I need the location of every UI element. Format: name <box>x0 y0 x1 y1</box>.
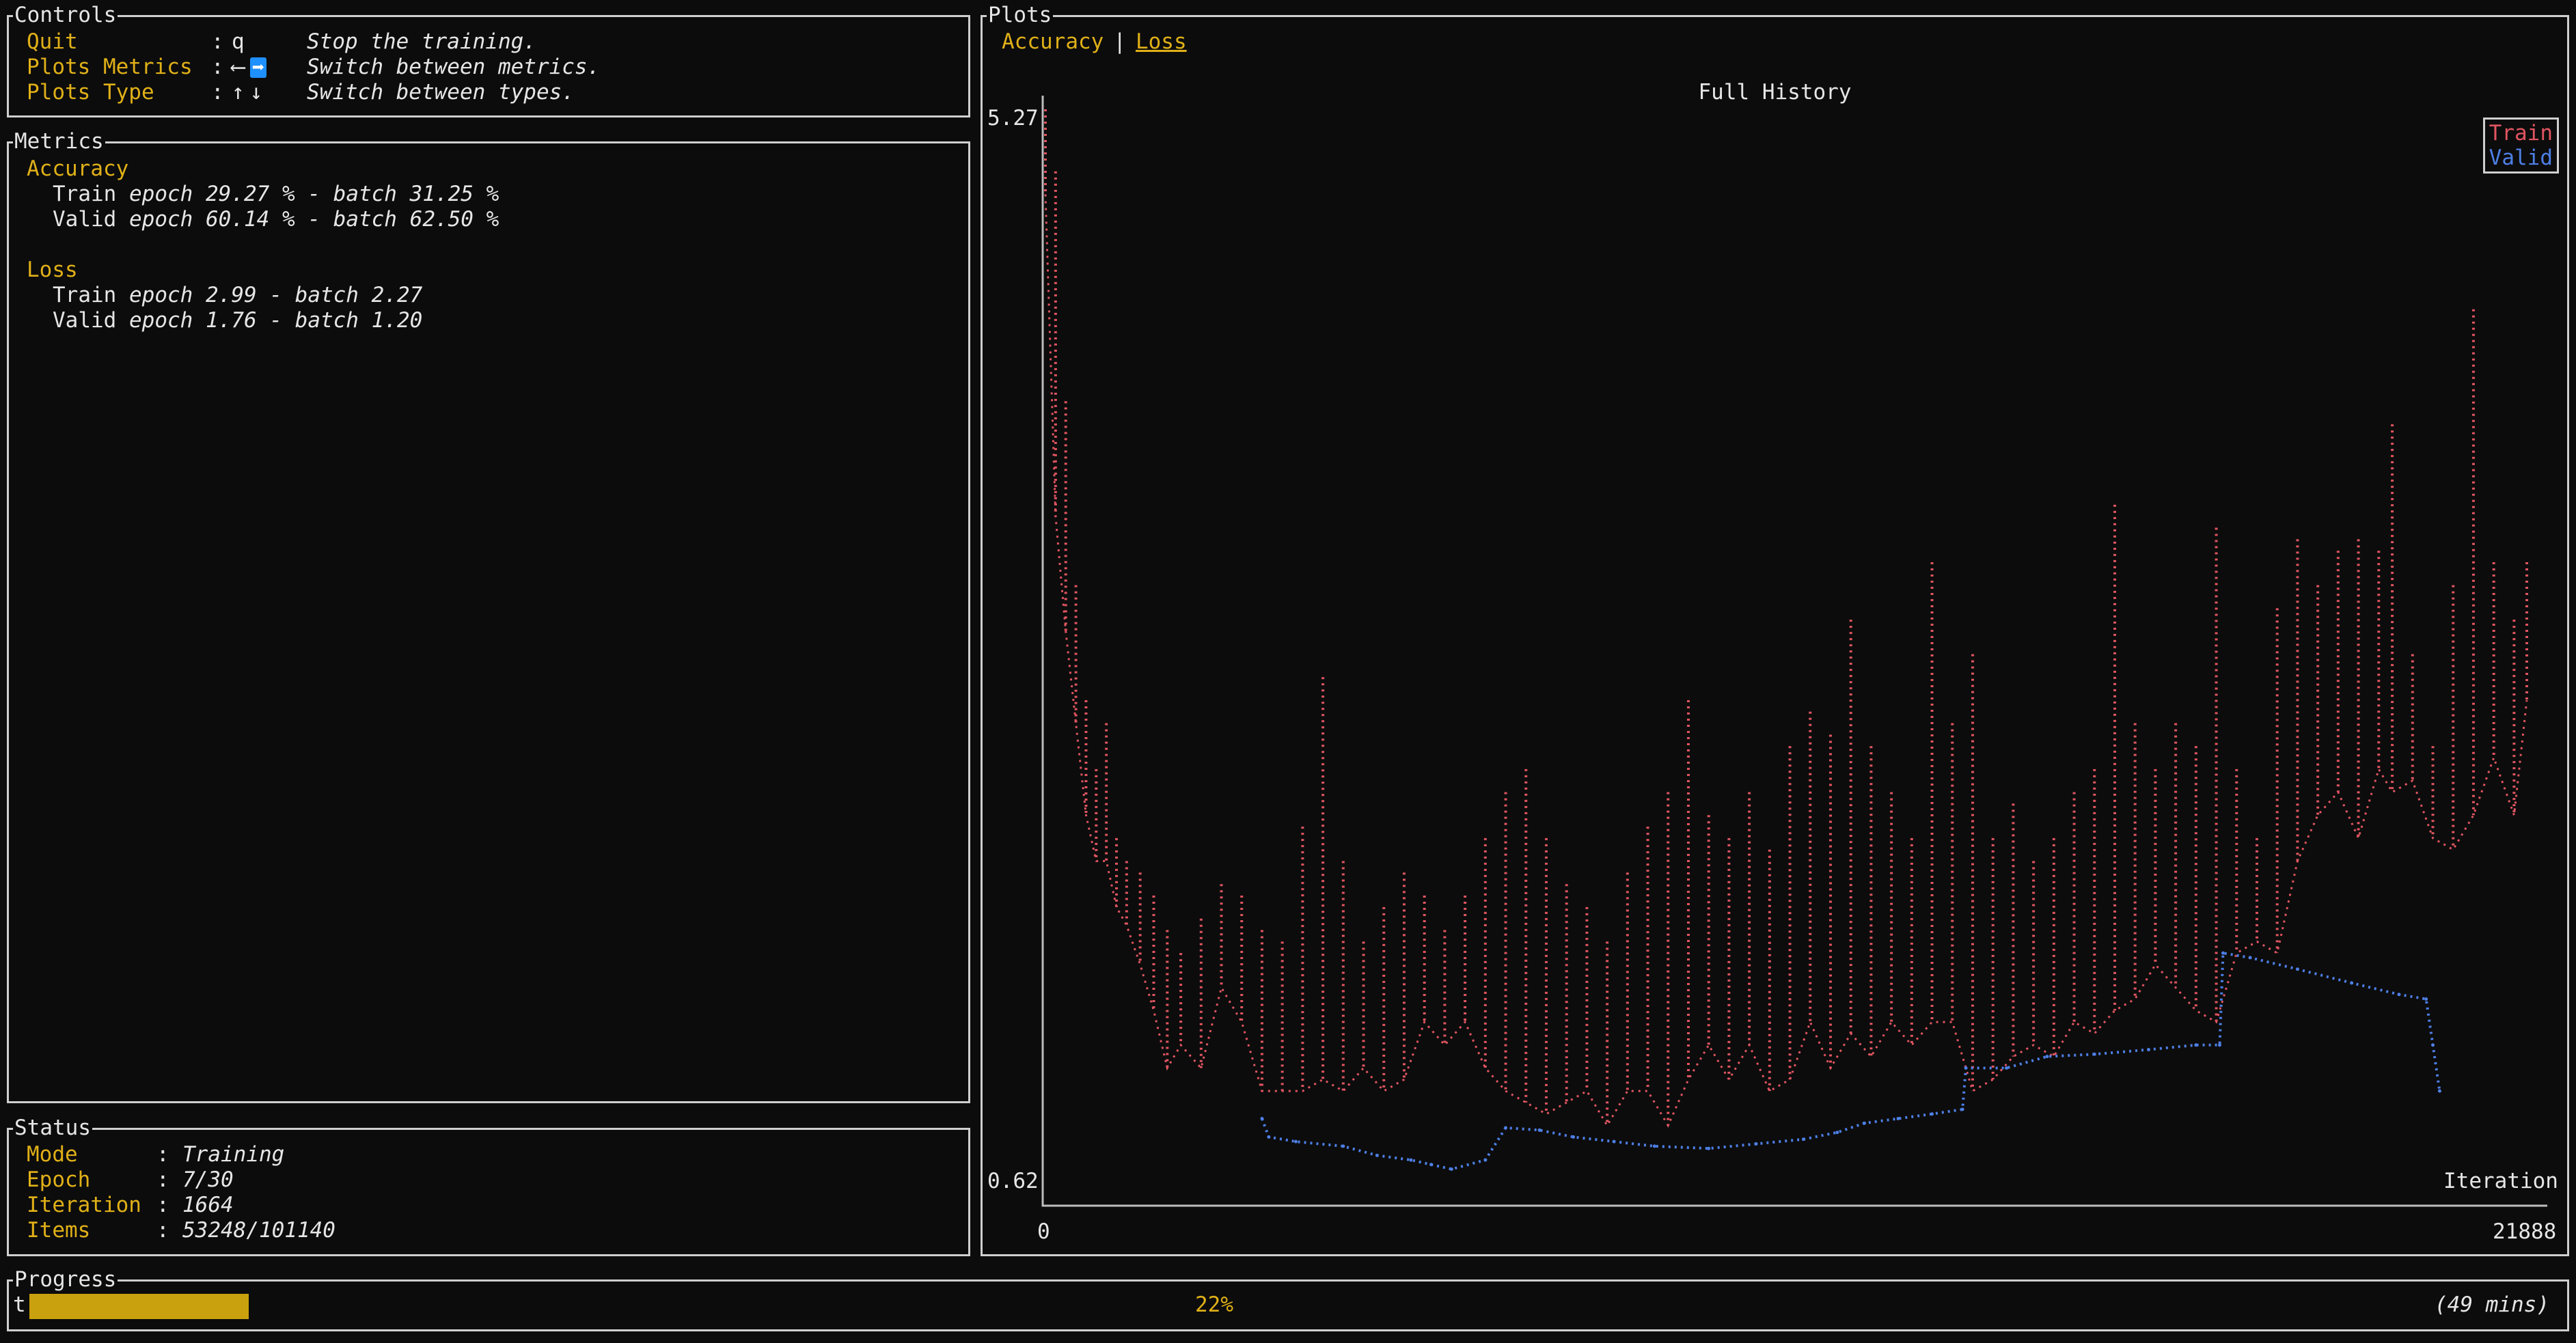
loss-valid-row: Valid epoch 1.76 - batch 1.20 <box>27 308 499 333</box>
status-row-epoch: Epoch:7/30 <box>27 1167 335 1193</box>
plots-panel: Plots Accuracy | Loss Full History 5.27 … <box>981 15 2569 1256</box>
valid-point-20 <box>1930 1112 1934 1116</box>
accuracy-valid-row: Valid epoch 60.14 % - batch 62.50 % <box>27 207 499 232</box>
loss-valid-epoch-value: 1.76 <box>206 308 257 333</box>
valid-point-8 <box>1483 1159 1487 1162</box>
valid-point-15 <box>1755 1142 1758 1146</box>
valid-point-34 <box>2424 997 2428 1001</box>
valid-point-31 <box>2296 967 2299 971</box>
valid-point-1 <box>1267 1135 1270 1139</box>
series-train <box>1045 109 2527 1126</box>
valid-point-6 <box>1429 1163 1433 1166</box>
accuracy-train-row: Train epoch 29.27 % - batch 31.25 % <box>27 182 499 207</box>
valid-point-5 <box>1409 1159 1412 1162</box>
valid-point-2 <box>1294 1140 1298 1144</box>
valid-point-10 <box>1538 1129 1542 1132</box>
control-row-quit: Quit : q Stop the training. <box>27 29 600 55</box>
status-panel: Status Mode: Training Epoch:7/30 Iteratio… <box>7 1128 970 1256</box>
status-row-mode: Mode: Training <box>27 1142 335 1167</box>
valid-point-14 <box>1707 1147 1710 1150</box>
loss-train-epoch-value: 2.99 <box>206 283 257 307</box>
valid-point-26 <box>2147 1048 2150 1051</box>
valid-point-24 <box>2045 1055 2049 1058</box>
valid-point-36 <box>2438 1090 2441 1093</box>
valid-point-11 <box>1572 1135 1575 1139</box>
controls-title: Controls <box>13 3 118 28</box>
status-iteration-value: 1664 <box>182 1193 234 1218</box>
arrow-down-key-icon[interactable]: ↓ <box>250 80 263 105</box>
valid-point-16 <box>1802 1137 1805 1141</box>
status-items-value: 53248/101140 <box>182 1218 335 1243</box>
control-label-quit: Quit <box>27 29 211 55</box>
loss-train-batch-value: 2.27 <box>372 283 423 307</box>
valid-point-18 <box>1863 1122 1866 1125</box>
valid-point-29 <box>2221 952 2225 955</box>
valid-point-25 <box>2093 1053 2096 1056</box>
valid-point-23 <box>2005 1066 2008 1070</box>
status-epoch-value: 7/30 <box>182 1167 234 1193</box>
progress-percent: 22% <box>1195 1292 1233 1318</box>
arrow-right-key-icon[interactable]: ➡ <box>250 57 267 78</box>
accuracy-train-epoch-value: 29.27 % <box>206 182 295 206</box>
arrow-up-key-icon[interactable]: ↑ <box>232 80 245 105</box>
valid-point-12 <box>1613 1140 1616 1144</box>
control-label-plots-type: Plots Type <box>27 80 211 105</box>
loss-chart: Full History 5.27 0.62 0 21888 Iteration… <box>983 17 2567 1254</box>
status-title: Status <box>13 1116 92 1141</box>
status-row-iteration: Iteration:1664 <box>27 1193 335 1218</box>
progress-title: Progress <box>13 1267 118 1292</box>
valid-point-33 <box>2397 993 2400 996</box>
controls-panel: Controls Quit : q Stop the training. Plo… <box>7 15 970 117</box>
control-row-plots-type: Plots Type : ↑ ↓ Switch between types. <box>27 80 600 105</box>
metrics-title: Metrics <box>13 129 105 154</box>
valid-point-28 <box>2218 1043 2221 1047</box>
control-row-plots-metrics: Plots Metrics : ⟵ ➡ Switch between metri… <box>27 55 600 80</box>
valid-point-0 <box>1260 1117 1263 1120</box>
loss-heading: Loss <box>27 258 499 283</box>
control-desc-plots-metrics: Switch between metrics. <box>307 55 600 80</box>
valid-point-4 <box>1375 1154 1379 1157</box>
accuracy-valid-batch-value: 62.50 % <box>410 207 499 232</box>
loss-train-row: Train epoch 2.99 - batch 2.27 <box>27 283 499 308</box>
valid-point-21 <box>1961 1108 1964 1111</box>
valid-point-9 <box>1504 1126 1507 1129</box>
accuracy-valid-epoch-value: 60.14 % <box>206 207 295 232</box>
valid-point-7 <box>1450 1167 1453 1171</box>
progress-bar-fill <box>29 1294 249 1319</box>
progress-panel: Progress t 22% (49 mins) <box>7 1279 2569 1331</box>
accuracy-heading: Accuracy <box>27 156 499 182</box>
valid-point-22 <box>1964 1066 1968 1070</box>
control-label-plots-metrics: Plots Metrics <box>27 55 211 80</box>
train-trace <box>1045 195 2527 1126</box>
accuracy-train-batch-value: 31.25 % <box>410 182 499 206</box>
metrics-panel: Metrics Accuracy Train epoch 29.27 % - b… <box>7 141 970 1103</box>
control-desc-quit: Stop the training. <box>307 29 536 55</box>
progress-bar <box>29 1294 2544 1319</box>
quit-key[interactable]: q <box>232 29 245 55</box>
valid-point-3 <box>1341 1144 1345 1148</box>
valid-point-19 <box>1897 1117 1900 1120</box>
valid-point-32 <box>2350 981 2353 984</box>
status-mode-value: Training <box>182 1142 284 1167</box>
valid-point-17 <box>1835 1131 1839 1134</box>
valid-point-27 <box>2194 1043 2197 1047</box>
chart-canvas <box>983 17 2567 1254</box>
valid-point-13 <box>1653 1144 1656 1148</box>
loss-valid-batch-value: 1.20 <box>372 308 423 333</box>
valid-point-30 <box>2249 956 2252 959</box>
chart-axes <box>1043 96 2547 1206</box>
control-desc-plots-type: Switch between types. <box>307 80 575 105</box>
arrow-left-key-icon[interactable]: ⟵ <box>232 55 245 80</box>
progress-lead-char: t <box>13 1292 26 1318</box>
series-valid <box>1262 953 2439 1169</box>
valid-point-35 <box>2431 1043 2435 1047</box>
progress-eta: (49 mins) <box>2435 1292 2549 1318</box>
status-row-items: Items:53248/101140 <box>27 1218 335 1243</box>
